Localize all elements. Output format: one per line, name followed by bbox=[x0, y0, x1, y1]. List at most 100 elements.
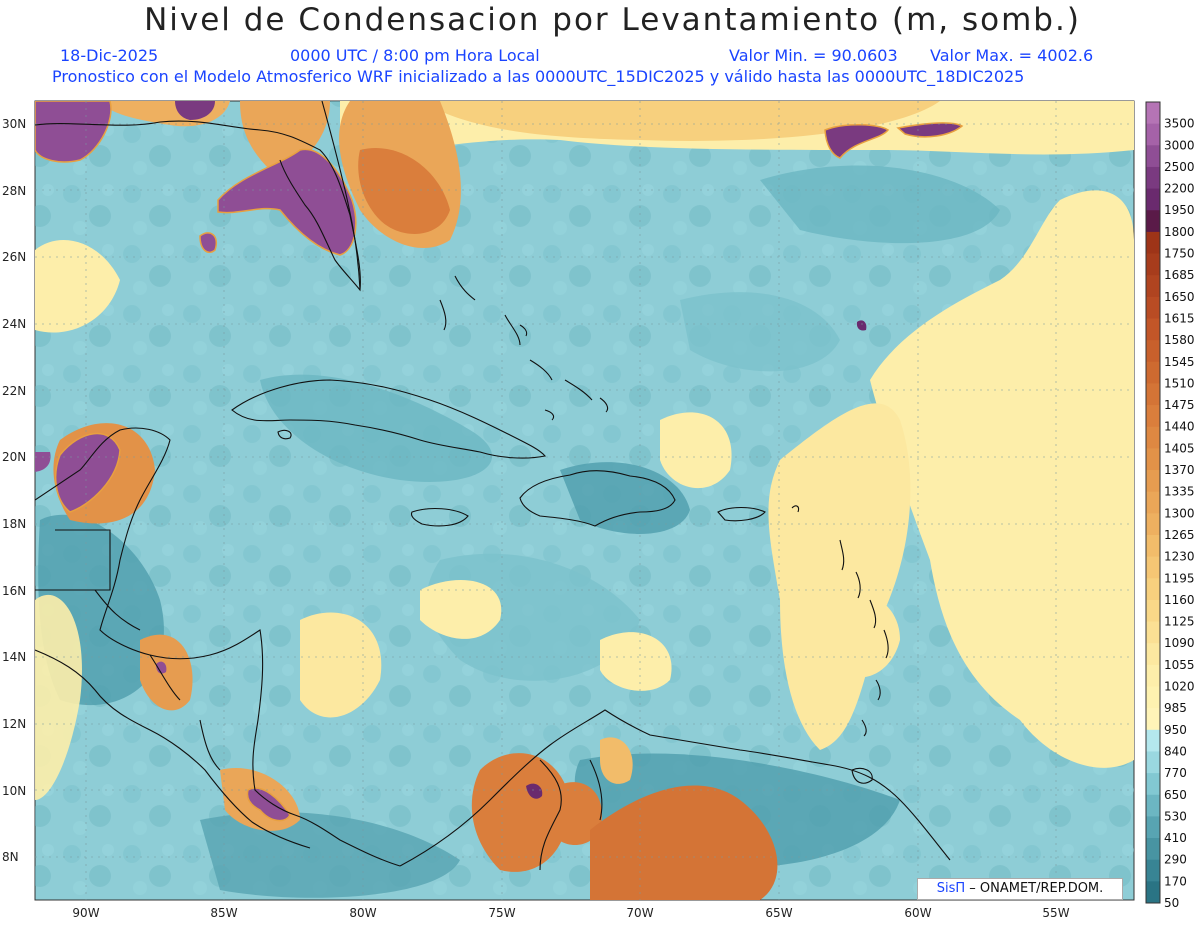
colorbar-frame bbox=[1145, 101, 1161, 904]
coastlines bbox=[35, 101, 951, 871]
colorbar-label: 770 bbox=[1164, 766, 1187, 780]
map-title: Nivel de Condensacion por Levantamiento … bbox=[144, 2, 1081, 38]
lon-label: 70W bbox=[626, 906, 653, 920]
colorbar-label: 1090 bbox=[1164, 636, 1195, 650]
credit-box: SisΠ – ONAMET/REP.DOM. bbox=[917, 878, 1123, 900]
colorbar-label: 1195 bbox=[1164, 571, 1195, 585]
colorbar-label: 290 bbox=[1164, 853, 1187, 867]
colorbar-label: 1950 bbox=[1164, 203, 1195, 217]
lat-label: 22N bbox=[2, 384, 26, 398]
min-value: Valor Min. = 90.0603 bbox=[729, 46, 898, 65]
forecast-subtitle: Pronostico con el Modelo Atmosferico WRF… bbox=[52, 67, 1025, 86]
colorbar-swatch bbox=[1146, 816, 1160, 839]
lat-label: 12N bbox=[2, 717, 26, 731]
colorbar-label: 1510 bbox=[1164, 376, 1195, 390]
colorbar-label: 1405 bbox=[1164, 441, 1195, 455]
colorbar-label: 170 bbox=[1164, 874, 1187, 888]
lon-label: 90W bbox=[72, 906, 99, 920]
colorbar-swatch bbox=[1146, 578, 1160, 601]
lat-label: 26N bbox=[2, 250, 26, 264]
colorbar-label: 950 bbox=[1164, 723, 1187, 737]
colorbar-label: 1615 bbox=[1164, 311, 1195, 325]
colorbar-label: 50 bbox=[1164, 896, 1179, 910]
colorbar-label: 1580 bbox=[1164, 333, 1195, 347]
colorbar-swatch bbox=[1146, 405, 1160, 428]
graticule bbox=[35, 101, 1134, 900]
lon-label: 55W bbox=[1042, 906, 1069, 920]
lat-label: 18N bbox=[2, 517, 26, 531]
condensation-field bbox=[35, 101, 1134, 900]
colorbar-label: 1475 bbox=[1164, 398, 1195, 412]
colorbar-swatch bbox=[1146, 534, 1160, 558]
colorbar-swatch bbox=[1146, 275, 1160, 298]
forecast-time: 0000 UTC / 8:00 pm Hora Local bbox=[290, 46, 540, 65]
colorbar-swatch bbox=[1146, 773, 1160, 796]
lon-label: 60W bbox=[904, 906, 931, 920]
latitude-labels: 30N 28N 26N 24N 22N 20N 18N 16N 14N 12N … bbox=[2, 117, 26, 864]
lon-label: 80W bbox=[349, 906, 376, 920]
colorbar-swatch bbox=[1146, 708, 1160, 731]
lon-label: 75W bbox=[488, 906, 515, 920]
colorbar-swatch bbox=[1146, 361, 1160, 384]
lon-label: 65W bbox=[765, 906, 792, 920]
colorbar-label: 1800 bbox=[1164, 225, 1195, 239]
colorbar-swatch bbox=[1146, 859, 1160, 882]
lat-label: 8N bbox=[2, 850, 19, 864]
colorbar-label: 1370 bbox=[1164, 463, 1195, 477]
lat-label: 20N bbox=[2, 450, 26, 464]
lat-label: 30N bbox=[2, 117, 26, 131]
colorbar-label: 1545 bbox=[1164, 355, 1195, 369]
colorbar-label: 1750 bbox=[1164, 247, 1195, 261]
colorbar-swatch bbox=[1146, 383, 1160, 406]
colorbar-swatch bbox=[1146, 513, 1160, 536]
colorbar-label: 3000 bbox=[1164, 138, 1195, 152]
colorbar-swatch bbox=[1146, 556, 1160, 579]
colorbar-swatch bbox=[1146, 340, 1160, 363]
colorbar-swatch bbox=[1146, 751, 1160, 774]
colorbar-label: 1125 bbox=[1164, 615, 1195, 629]
colorbar-swatch bbox=[1146, 145, 1160, 168]
colorbar-swatch bbox=[1146, 686, 1160, 709]
lon-label: 85W bbox=[210, 906, 237, 920]
max-value: Valor Max. = 4002.6 bbox=[930, 46, 1094, 65]
colorbar-swatch bbox=[1146, 664, 1160, 688]
colorbar-label: 1020 bbox=[1164, 680, 1195, 694]
colorbar-label: 1160 bbox=[1164, 593, 1195, 607]
colorbar-label: 1685 bbox=[1164, 268, 1195, 282]
colorbar-swatch bbox=[1146, 838, 1160, 861]
colorbar-label: 1055 bbox=[1164, 658, 1195, 672]
lat-label: 16N bbox=[2, 584, 26, 598]
colorbar-swatch bbox=[1146, 599, 1160, 623]
colorbar-swatch bbox=[1146, 166, 1160, 190]
lat-label: 24N bbox=[2, 317, 26, 331]
colorbar-swatch bbox=[1146, 253, 1160, 276]
colorbar-label: 985 bbox=[1164, 701, 1187, 715]
colorbar-label: 1650 bbox=[1164, 290, 1195, 304]
colorbar-swatch bbox=[1146, 729, 1160, 752]
colorbar-swatch bbox=[1146, 448, 1160, 471]
colorbar-swatch bbox=[1146, 188, 1160, 211]
colorbar-swatch bbox=[1146, 210, 1160, 233]
lat-label: 14N bbox=[2, 650, 26, 664]
colorbar-swatch bbox=[1146, 318, 1160, 341]
colorbar-label: 840 bbox=[1164, 744, 1187, 758]
colorbar-swatch bbox=[1146, 296, 1160, 319]
colorbar-label: 530 bbox=[1164, 809, 1187, 823]
colorbar-label: 1230 bbox=[1164, 550, 1195, 564]
colorbar-label: 2200 bbox=[1164, 182, 1195, 196]
credit-text: – ONAMET/REP.DOM. bbox=[969, 881, 1104, 896]
colorbar-swatch bbox=[1146, 470, 1160, 493]
colorbar-swatch bbox=[1146, 491, 1160, 514]
colorbar: 3500 3000 2500 2200 1950 1800 1750 1685 1650 1615… bbox=[1145, 101, 1195, 910]
colorbar-swatch bbox=[1146, 123, 1160, 146]
longitude-labels: 90W 85W 80W 75W 70W 65W 60W 55W bbox=[72, 906, 1069, 920]
colorbar-label: 1335 bbox=[1164, 485, 1195, 499]
colorbar-label: 3500 bbox=[1164, 117, 1195, 131]
forecast-date: 18-Dic-2025 bbox=[60, 46, 159, 65]
colorbar-swatch bbox=[1146, 881, 1160, 904]
colorbar-label: 1265 bbox=[1164, 528, 1195, 542]
colorbar-label: 2500 bbox=[1164, 160, 1195, 174]
colorbar-label: 1300 bbox=[1164, 506, 1195, 520]
lat-label: 28N bbox=[2, 184, 26, 198]
